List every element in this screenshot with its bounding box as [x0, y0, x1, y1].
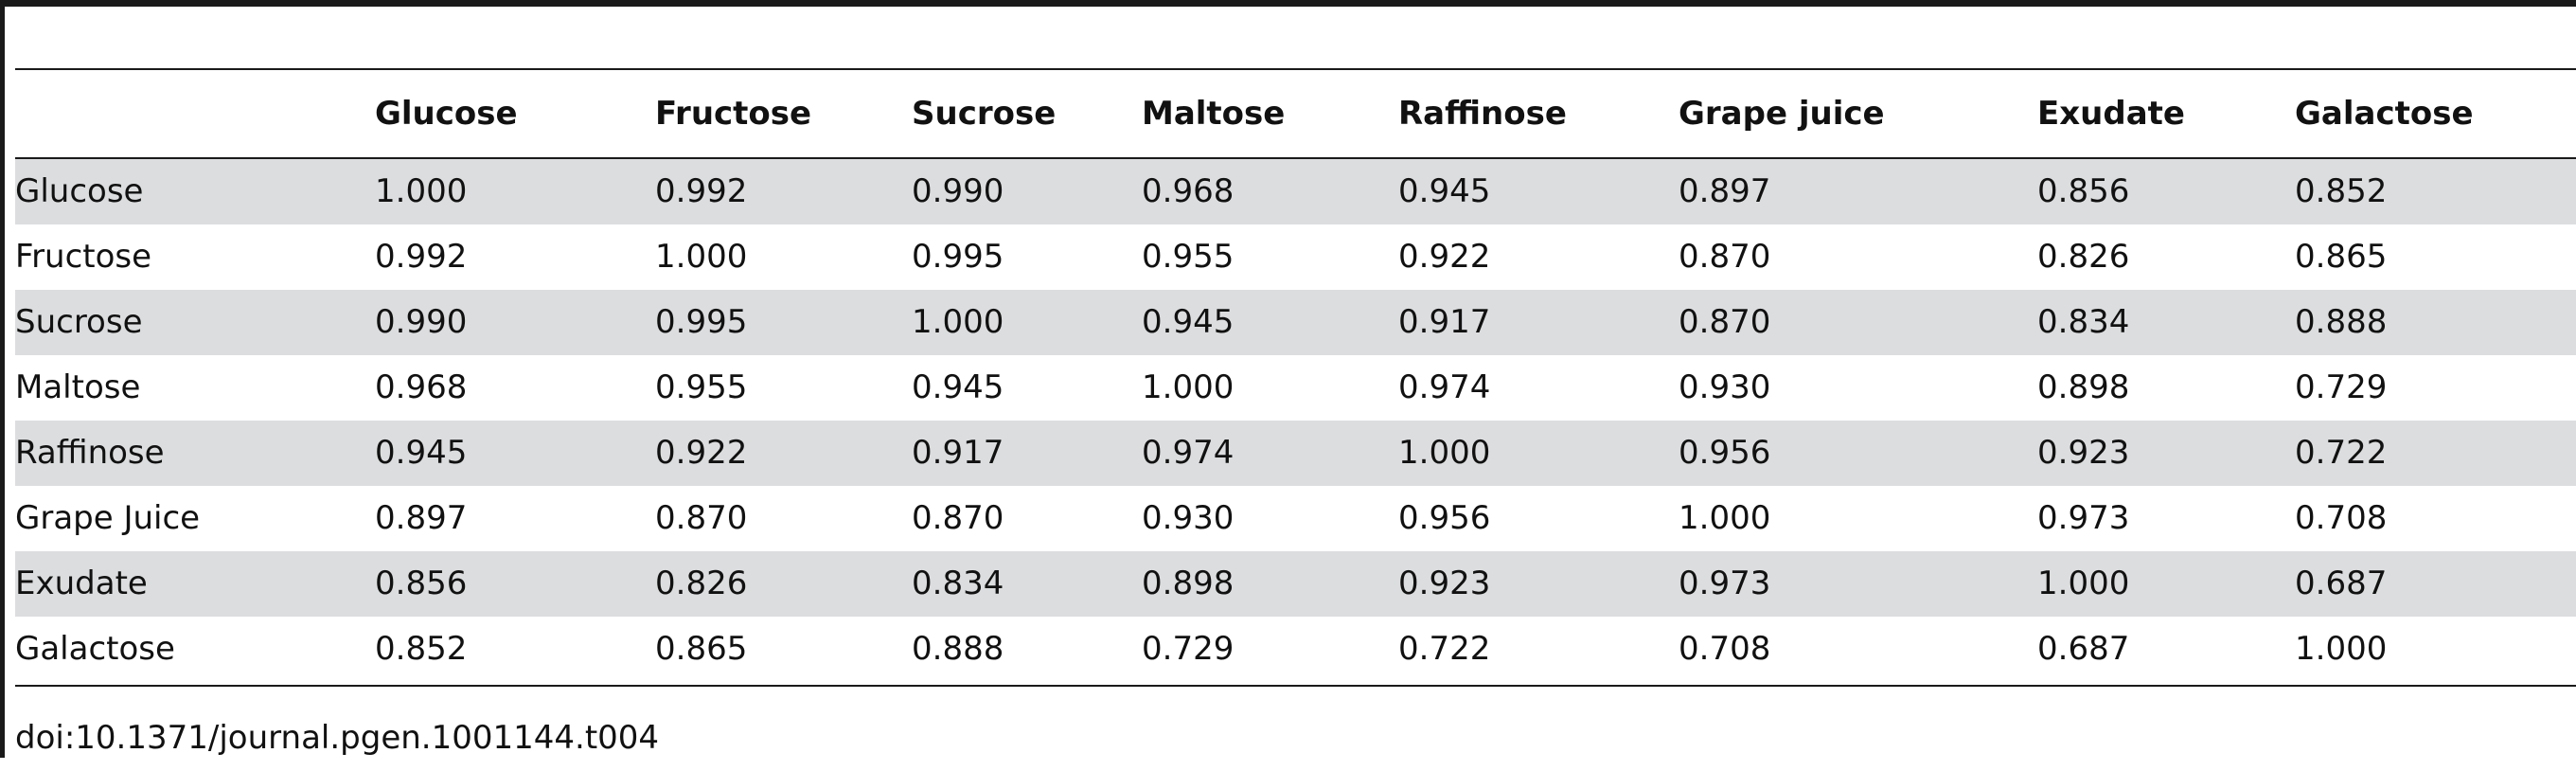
column-header: Exudate: [2037, 95, 2185, 133]
cell: 0.995: [655, 303, 748, 341]
cell: 0.923: [2037, 434, 2130, 472]
cell: 0.974: [1398, 368, 1491, 406]
cell: 0.865: [655, 630, 748, 668]
cell: 0.955: [655, 368, 748, 406]
cell: 0.917: [1398, 303, 1491, 341]
column-header: Fructose: [655, 95, 812, 133]
cell: 0.708: [2295, 499, 2388, 537]
cell: 0.973: [2037, 499, 2130, 537]
cell: 0.930: [1142, 499, 1235, 537]
cell: 0.968: [1142, 172, 1235, 210]
cell: 0.852: [2295, 172, 2388, 210]
cell: 0.852: [375, 630, 468, 668]
cell: 0.729: [1142, 630, 1235, 668]
cell: 0.945: [1398, 172, 1491, 210]
cell: 0.856: [2037, 172, 2130, 210]
row-shade: [15, 159, 2576, 224]
left-rule: [0, 0, 5, 758]
cell: 0.945: [1142, 303, 1235, 341]
column-header: Maltose: [1142, 95, 1286, 133]
cell: 0.922: [1398, 238, 1491, 276]
row-label: Exudate: [15, 565, 148, 602]
cell: 0.856: [375, 565, 468, 602]
cell: 0.930: [1679, 368, 1771, 406]
cell: 0.722: [2295, 434, 2388, 472]
cell: 1.000: [2295, 630, 2388, 668]
cell: 0.826: [2037, 238, 2130, 276]
column-header: Raffinose: [1398, 95, 1567, 133]
cell: 0.870: [655, 499, 748, 537]
cell: 1.000: [1398, 434, 1491, 472]
cell: 0.990: [375, 303, 468, 341]
cell: 0.888: [912, 630, 1004, 668]
cell: 0.826: [655, 565, 748, 602]
cell: 0.834: [2037, 303, 2130, 341]
table-bottom-rule: [15, 685, 2576, 687]
cell: 0.956: [1398, 499, 1491, 537]
cell: 0.870: [1679, 238, 1771, 276]
column-header: Sucrose: [912, 95, 1057, 133]
column-header: Galactose: [2295, 95, 2474, 133]
cell: 0.922: [655, 434, 748, 472]
cell: 1.000: [912, 303, 1004, 341]
row-label: Galactose: [15, 630, 175, 668]
cell: 0.992: [375, 238, 468, 276]
cell: 1.000: [655, 238, 748, 276]
cell: 0.945: [375, 434, 468, 472]
cell: 0.897: [1679, 172, 1771, 210]
cell: 1.000: [2037, 565, 2130, 602]
cell: 0.973: [1679, 565, 1771, 602]
cell: 0.834: [912, 565, 1004, 602]
cell: 0.968: [375, 368, 468, 406]
cell: 0.917: [912, 434, 1004, 472]
row-label: Grape Juice: [15, 499, 201, 537]
cell: 0.898: [1142, 565, 1235, 602]
row-label: Sucrose: [15, 303, 143, 341]
cell: 0.898: [2037, 368, 2130, 406]
cell: 0.687: [2037, 630, 2130, 668]
cell: 0.870: [1679, 303, 1771, 341]
row-shade: [15, 290, 2576, 355]
cell: 0.729: [2295, 368, 2388, 406]
cell: 0.995: [912, 238, 1004, 276]
cell: 0.956: [1679, 434, 1771, 472]
cell: 0.945: [912, 368, 1004, 406]
row-label: Fructose: [15, 238, 152, 276]
row-shade: [15, 421, 2576, 486]
cell: 0.687: [2295, 565, 2388, 602]
cell: 0.870: [912, 499, 1004, 537]
cell: 1.000: [1142, 368, 1235, 406]
doi: doi:10.1371/journal.pgen.1001144.t004: [15, 719, 660, 757]
header-top-rule: [15, 68, 2576, 70]
cell: 0.923: [1398, 565, 1491, 602]
header-bottom-rule: [15, 157, 2576, 159]
cell: 0.722: [1398, 630, 1491, 668]
row-shade: [15, 551, 2576, 617]
column-header: Grape juice: [1679, 95, 1885, 133]
cell: 0.888: [2295, 303, 2388, 341]
row-label: Raffinose: [15, 434, 165, 472]
cell: 1.000: [1679, 499, 1771, 537]
cell: 0.974: [1142, 434, 1235, 472]
cell: 0.897: [375, 499, 468, 537]
cell: 0.708: [1679, 630, 1771, 668]
cell: 1.000: [375, 172, 468, 210]
row-label: Glucose: [15, 172, 144, 210]
cell: 0.955: [1142, 238, 1235, 276]
row-label: Maltose: [15, 368, 141, 406]
column-header: Glucose: [375, 95, 518, 133]
cell: 0.990: [912, 172, 1004, 210]
cell: 0.865: [2295, 238, 2388, 276]
top-rule: [0, 0, 2576, 7]
cell: 0.992: [655, 172, 748, 210]
